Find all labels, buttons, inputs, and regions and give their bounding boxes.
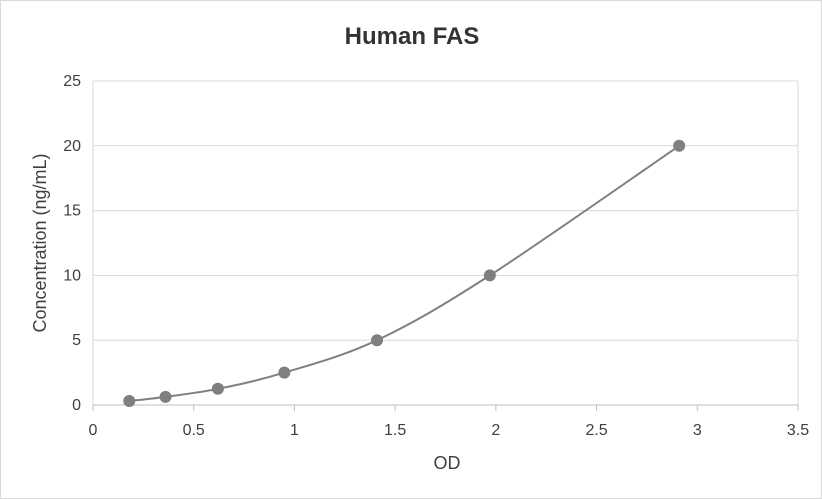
y-tick-label: 10 (63, 267, 81, 284)
y-tick-label: 5 (72, 332, 81, 349)
x-tick-label: 3 (693, 422, 702, 439)
y-axis-title: Concentration (ng/mL) (30, 153, 50, 332)
tick-layer: 0 5 10 15 20 25 0 0.5 1 1.5 2 2.5 3 3.5 (63, 73, 809, 439)
y-tick-label: 20 (63, 138, 81, 155)
data-point (278, 366, 291, 379)
x-tick-label: 2.5 (585, 422, 607, 439)
y-tick-label: 25 (63, 73, 81, 90)
x-tick-label: 0 (89, 422, 98, 439)
data-point (159, 390, 172, 403)
series-layer (123, 139, 686, 407)
x-tick-label: 0.5 (183, 422, 205, 439)
data-point (123, 394, 136, 407)
x-tick-label: 1.5 (384, 422, 406, 439)
axes-layer (92, 81, 799, 411)
x-axis-title: OD (434, 453, 461, 473)
x-tick-label: 2 (491, 422, 500, 439)
x-tick-label: 3.5 (787, 422, 809, 439)
data-point (211, 382, 224, 395)
x-tick-label: 1 (290, 422, 299, 439)
data-point (673, 139, 686, 152)
chart-title: Human FAS (345, 23, 480, 50)
data-point (371, 334, 384, 347)
grid-layer (93, 80, 798, 341)
data-point (483, 269, 496, 282)
series-line (129, 144, 680, 402)
y-tick-label: 0 (72, 397, 81, 414)
y-tick-label: 15 (63, 203, 81, 220)
